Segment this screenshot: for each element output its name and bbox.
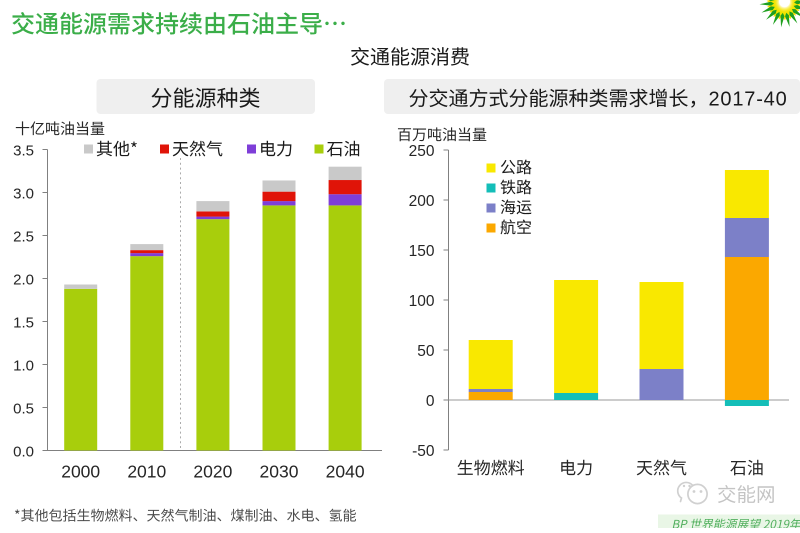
svg-text:50: 50	[417, 343, 435, 360]
svg-text:2030: 2030	[260, 462, 299, 482]
svg-text:3.0: 3.0	[13, 186, 34, 203]
svg-text:2.5: 2.5	[13, 229, 34, 246]
svg-text:2.0: 2.0	[13, 272, 34, 289]
svg-text:3.5: 3.5	[13, 143, 34, 160]
svg-text:2017-40: 2017-40	[709, 89, 788, 111]
svg-text:100: 100	[409, 293, 435, 310]
svg-text:2040: 2040	[326, 462, 365, 482]
svg-text:2010: 2010	[127, 462, 166, 482]
svg-text:1.5: 1.5	[13, 315, 34, 332]
svg-text:1.0: 1.0	[13, 358, 34, 375]
svg-text:-50: -50	[412, 443, 435, 460]
svg-text:0: 0	[426, 393, 435, 410]
svg-text:150: 150	[409, 243, 435, 260]
svg-text:0.5: 0.5	[13, 401, 34, 418]
svg-text:2020: 2020	[193, 462, 232, 482]
svg-text:200: 200	[409, 193, 435, 210]
svg-text:250: 250	[409, 143, 435, 160]
svg-text:0.0: 0.0	[13, 444, 34, 461]
svg-text:2000: 2000	[61, 462, 100, 482]
